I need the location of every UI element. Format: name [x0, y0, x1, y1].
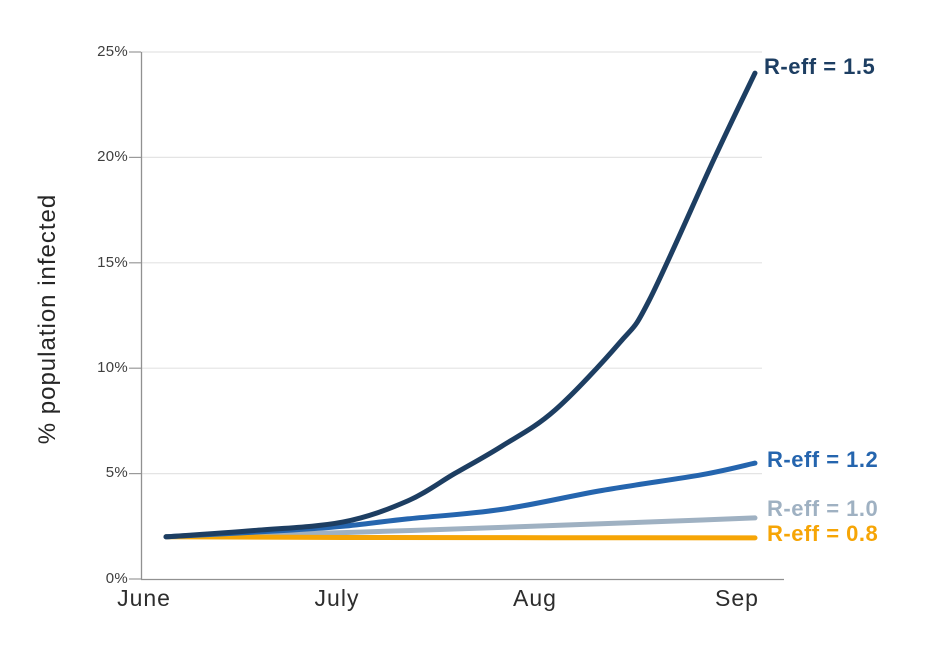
series-label-reff-1-2: R-eff = 1.2: [767, 447, 879, 472]
axes: [140, 52, 784, 581]
curve-1-5: [163, 70, 758, 540]
y-tick-label-10: 10%: [97, 359, 128, 376]
series-label-reff-1-5: R-eff = 1.5: [764, 54, 876, 79]
y-tick-label-5: 5%: [105, 464, 128, 481]
series-label-reff-1-0: R-eff = 1.0: [767, 496, 879, 521]
series-label-reff-0-8: R-eff = 0.8: [767, 521, 879, 546]
gridlines: [129, 51, 762, 580]
curve-1-0: [163, 515, 758, 540]
y-axis-title: % population infected: [34, 193, 61, 445]
y-tick-label-20: 20%: [97, 148, 128, 165]
y-tick-label-0: 0%: [105, 570, 128, 587]
y-tick-label-15: 15%: [97, 254, 128, 271]
y-tick-label-25: 25%: [97, 43, 128, 60]
x-tick-label-aug: Aug: [513, 585, 557, 611]
curve-0-8: [163, 534, 758, 541]
x-tick-label-june: June: [117, 585, 171, 611]
x-tick-label-sep: Sep: [715, 585, 759, 611]
series-curves: [163, 70, 758, 541]
x-tick-label-july: July: [314, 585, 360, 611]
